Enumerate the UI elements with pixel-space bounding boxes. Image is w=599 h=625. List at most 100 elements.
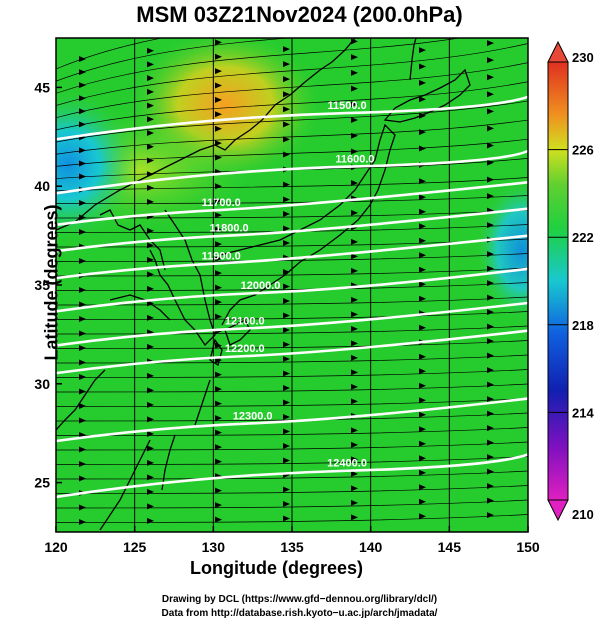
wind-arrow: [215, 125, 222, 132]
x-tick-label: 150: [516, 539, 540, 555]
streamline: [56, 441, 528, 451]
wind-arrow: [419, 324, 426, 331]
wind-arrow: [419, 368, 426, 375]
wind-arrow: [147, 445, 154, 452]
wind-arrow: [351, 427, 358, 434]
x-axis-ticks: 120 125 130 135 140 145 150: [44, 526, 540, 555]
wind-arrow: [419, 513, 426, 520]
wind-arrow: [79, 214, 86, 221]
wind-arrow: [147, 401, 154, 408]
wind-arrow: [215, 516, 222, 523]
streamline: [56, 38, 292, 82]
wind-arrow: [79, 199, 86, 206]
wind-arrow: [283, 356, 290, 363]
contour-label: 11800.0: [209, 223, 248, 235]
wind-arrow: [147, 198, 154, 205]
wind-arrow: [419, 145, 426, 152]
wind-arrow: [147, 227, 154, 234]
wind-arrow: [147, 242, 154, 249]
wind-arrow: [215, 386, 222, 393]
height-contour: [56, 95, 528, 141]
wind-arrow: [215, 140, 222, 147]
wind-arrow: [419, 237, 426, 244]
height-contour: [56, 267, 528, 313]
wind-arrow: [283, 399, 290, 406]
height-contours: [56, 95, 528, 499]
streamline: [56, 119, 528, 155]
contour-label: 11600.0: [335, 153, 374, 165]
wind-arrow: [147, 372, 154, 379]
wind-arrow: [419, 295, 426, 302]
wind-arrow: [283, 298, 290, 305]
wind-arrow: [79, 402, 86, 409]
streamline: [56, 340, 528, 349]
wind-arrow: [419, 382, 426, 389]
contour-label: 11700.0: [202, 197, 241, 209]
y-tick-label: 25: [34, 475, 50, 491]
wind-arrow: [79, 108, 86, 115]
streamline: [56, 325, 528, 335]
streamline: [56, 296, 528, 306]
wind-arrow: [487, 483, 494, 490]
streamline: [56, 38, 462, 94]
wind-arrow: [283, 225, 290, 232]
wind-arrow: [215, 270, 222, 277]
wind-arrow: [487, 108, 494, 115]
wind-arrow: [215, 487, 222, 494]
wind-arrow: [487, 57, 494, 64]
wind-arrow: [147, 387, 154, 394]
wind-arrow: [351, 132, 358, 139]
wind-arrow: [215, 299, 222, 306]
wind-arrow: [487, 396, 494, 403]
wind-arrow: [283, 283, 290, 290]
wind-arrow: [215, 502, 222, 509]
streamline: [56, 38, 164, 70]
wind-arrow: [79, 160, 86, 167]
colorbar-tick-label: 210: [572, 507, 594, 522]
wind-arrow: [487, 439, 494, 446]
cool-anomaly-west: [56, 90, 138, 240]
contour-label: 12200.0: [225, 343, 265, 355]
wind-arrow: [419, 63, 426, 70]
wind-arrow: [147, 488, 154, 495]
wind-arrow: [351, 398, 358, 405]
wind-arrow: [419, 223, 426, 230]
wind-arrow: [147, 503, 154, 510]
wind-arrow: [351, 499, 358, 506]
wind-arrow: [351, 354, 358, 361]
wind-arrow: [419, 112, 426, 119]
wind-arrow: [215, 313, 222, 320]
wind-arrow: [351, 85, 358, 92]
wind-arrow: [351, 369, 358, 376]
wind-arrow: [215, 183, 222, 190]
wind-arrow: [283, 269, 290, 276]
wind-arrow: [79, 315, 86, 322]
wind-arrow: [351, 383, 358, 390]
wind-arrow: [79, 121, 86, 128]
height-contour: [56, 301, 528, 347]
wind-arrow: [147, 157, 154, 164]
x-tick-label: 125: [123, 539, 147, 555]
wind-arrow: [351, 441, 358, 448]
wind-arrow: [487, 142, 494, 149]
height-contour: [56, 329, 528, 375]
wind-arrow: [419, 266, 426, 273]
y-tick-label: 45: [34, 79, 50, 95]
wind-arrow: [487, 468, 494, 475]
wind-arrow: [283, 46, 290, 53]
wind-arrow: [419, 281, 426, 288]
wind-arrow: [283, 181, 290, 188]
wind-arrow: [351, 470, 358, 477]
wind-arrow: [283, 151, 290, 158]
wind-arrow: [487, 91, 494, 98]
contour-label: 11900.0: [202, 250, 241, 262]
wind-arrow: [79, 173, 86, 180]
colorbar-tick-label: 226: [572, 143, 594, 158]
wind-arrow: [487, 497, 494, 504]
wind-arrow: [487, 309, 494, 316]
wind-arrow: [79, 95, 86, 102]
wind-arrow: [283, 106, 290, 113]
wind-arrow: [283, 385, 290, 392]
